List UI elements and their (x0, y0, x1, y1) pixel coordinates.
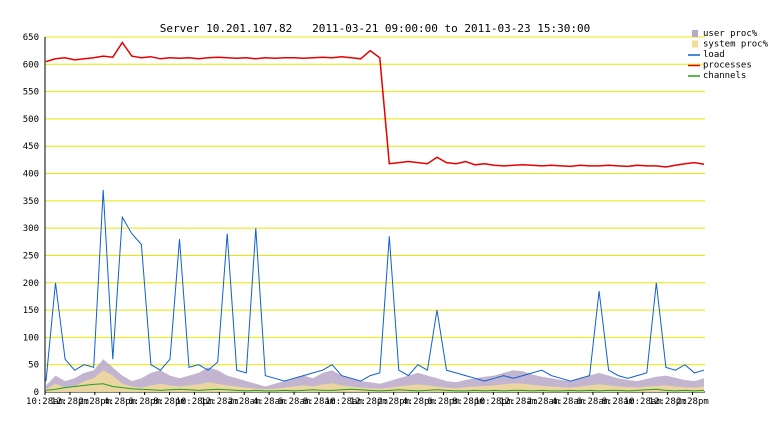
x-tick-label: 4:28am (552, 397, 585, 407)
x-tick-label: 2:28am (228, 397, 261, 407)
x-tick-label: 10:28am (325, 397, 363, 407)
x-tick-label: 4:28pm (103, 397, 136, 407)
x-tick-label: 4:28pm (402, 397, 435, 407)
y-tick-label: 450 (23, 142, 39, 152)
legend-label: system proc% (703, 40, 769, 50)
x-tick-label: 8:28am (602, 397, 635, 407)
x-tick-label: 12:28am (499, 397, 537, 407)
y-tick-label: 100 (23, 333, 39, 343)
x-tick-label: 10:28pm (474, 397, 512, 407)
y-tick-label: 250 (23, 251, 39, 261)
x-tick-label: 6:28am (577, 397, 610, 407)
x-tick-label: 10:28pm (175, 397, 213, 407)
y-tick-label: 200 (23, 279, 39, 289)
x-tick-label: 10:28am (26, 397, 64, 407)
series-channels-line (45, 383, 705, 392)
x-tick-label: 12:28pm (51, 397, 89, 407)
series-system-proc--area (46, 370, 704, 392)
legend-swatch (692, 40, 698, 48)
y-tick-label: 0 (34, 388, 39, 398)
x-tick-label: 12:28am (200, 397, 238, 407)
x-tick-label: 6:28pm (427, 397, 460, 407)
x-tick-label: 4:28am (253, 397, 286, 407)
x-axis: 10:28am12:28pm2:28pm4:28pm6:28pm8:28pm10… (26, 392, 709, 407)
y-tick-label: 500 (23, 115, 39, 125)
y-tick-label: 350 (23, 197, 39, 207)
x-tick-label: 2:28am (527, 397, 560, 407)
x-tick-label: 8:28pm (153, 397, 186, 407)
x-tick-label: 6:28pm (128, 397, 161, 407)
series-load-line (45, 189, 705, 382)
x-tick-label: 8:28pm (452, 397, 485, 407)
y-axis: 0 50 100 150 200 250 300 350 400 450 500 550 600 650 (23, 33, 39, 398)
legend-label: load (703, 50, 725, 60)
chart-title: Server 10.201.107.82 2011-03-21 09:00:00… (160, 22, 590, 35)
x-tick-label: 12:28pm (350, 397, 388, 407)
x-tick-label: 2:28pm (377, 397, 410, 407)
legend-label: channels (703, 71, 746, 81)
y-tick-label: 300 (23, 224, 39, 234)
legend: user proc%system proc%loadprocesseschann… (688, 29, 769, 81)
legend-label: user proc% (703, 29, 758, 39)
x-tick-label: 10:28am (624, 397, 662, 407)
y-tick-label: 50 (28, 361, 39, 371)
series-processes-line (45, 41, 705, 168)
x-tick-label: 12:28pm (649, 397, 687, 407)
y-tick-label: 150 (23, 306, 39, 316)
y-tick-label: 650 (23, 33, 39, 43)
legend-label: processes (703, 61, 752, 71)
x-tick-label: 2:28pm (676, 397, 709, 407)
y-tick-label: 400 (23, 170, 39, 180)
y-tick-label: 550 (23, 88, 39, 98)
grid-lines (44, 36, 705, 393)
plot-area (45, 41, 705, 392)
legend-swatch (692, 30, 698, 37)
x-tick-label: 2:28pm (79, 397, 112, 407)
x-tick-label: 6:28am (278, 397, 311, 407)
y-tick-label: 600 (23, 60, 39, 70)
x-tick-label: 8:28am (303, 397, 336, 407)
